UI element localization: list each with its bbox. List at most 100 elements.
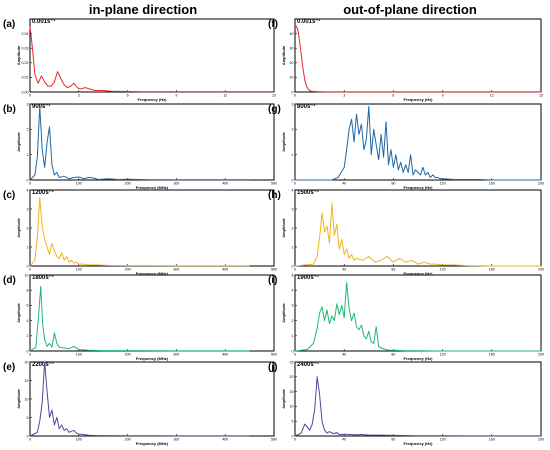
y-tick-label: 0 xyxy=(292,178,294,182)
panel-label: (a) xyxy=(3,19,15,30)
x-axis-label: Frequency (Hz) xyxy=(404,97,434,102)
x-tick-label: 300 xyxy=(173,438,179,442)
series-line xyxy=(294,202,541,267)
x-tick-label: 0 xyxy=(29,353,31,357)
x-tick-label: 6 xyxy=(392,94,394,98)
series-line xyxy=(29,26,274,93)
y-tick-label: 10 xyxy=(25,397,29,401)
x-axis-label: Frequency (Hz) xyxy=(404,185,434,190)
plot-frame xyxy=(294,18,542,93)
x-tick-label: 500 xyxy=(271,353,277,357)
panel-label: (j) xyxy=(268,362,277,373)
series-line xyxy=(294,25,541,93)
x-tick-label: 80 xyxy=(391,353,395,357)
y-tick-label: 10 xyxy=(290,76,294,80)
x-tick-label: 0 xyxy=(294,438,296,442)
y-tick-label: 3 xyxy=(292,102,294,106)
x-tick-label: 200 xyxy=(125,268,131,272)
y-axis-label: Amplitude xyxy=(16,131,21,151)
series-line xyxy=(29,197,250,267)
panel-label: (b) xyxy=(3,104,16,115)
x-tick-label: 500 xyxy=(271,182,277,186)
y-tick-label: 5 xyxy=(292,273,294,277)
y-tick-label: 0.04 xyxy=(22,32,29,36)
y-tick-label: 10 xyxy=(290,405,294,409)
x-tick-label: 100 xyxy=(76,438,82,442)
y-tick-label: 3 xyxy=(292,304,294,308)
y-tick-label: 0 xyxy=(292,264,294,268)
y-axis-label: Amplitude xyxy=(16,45,21,65)
x-tick-label: 160 xyxy=(489,438,495,442)
x-tick-label: 200 xyxy=(125,353,131,357)
x-tick-label: 400 xyxy=(222,182,228,186)
x-axis-label: Frequency (MHz) xyxy=(136,441,169,446)
panel-d: (d) 1800s⁻¹ 0 100 200 300 400 500 0 2 4 6 8 10 Frequen… xyxy=(3,273,277,361)
y-tick-label: 20 xyxy=(290,61,294,65)
x-tick-label: 40 xyxy=(342,438,346,442)
plot-frame xyxy=(294,274,542,352)
panel-label: (f) xyxy=(268,19,278,30)
plot-frame xyxy=(294,189,542,267)
x-tick-label: 300 xyxy=(173,182,179,186)
panel-i: (i) 1900s⁻¹ 0 40 80 120 160 200 0 1 2 3 4 5 Frequency … xyxy=(268,273,544,361)
x-tick-label: 500 xyxy=(271,268,277,272)
x-tick-label: 300 xyxy=(173,353,179,357)
y-tick-label: 0 xyxy=(292,349,294,353)
x-axis-label: Frequency (MHz) xyxy=(136,185,169,190)
y-tick-label: 25 xyxy=(290,360,294,364)
x-axis-label: Frequency (Hz) xyxy=(404,356,434,361)
plot-frame xyxy=(294,103,542,181)
panels-container: (a) 0.001s⁻¹0 3 6 9 12 150.000.010.020.030.04F… xyxy=(3,18,544,446)
series-line xyxy=(295,106,541,181)
y-tick-label: 0.00 xyxy=(22,90,29,94)
x-tick-label: 0 xyxy=(29,182,31,186)
x-tick-label: 0 xyxy=(29,268,31,272)
y-axis-label: Amplitude xyxy=(16,302,21,322)
x-tick-label: 40 xyxy=(342,182,346,186)
x-tick-label: 0 xyxy=(294,182,296,186)
plot-frame xyxy=(29,361,275,437)
series-line xyxy=(29,285,250,352)
x-tick-label: 120 xyxy=(440,438,446,442)
x-tick-label: 200 xyxy=(538,182,544,186)
x-tick-label: 9 xyxy=(175,94,177,98)
panel-label: (g) xyxy=(268,104,281,115)
y-tick-label: 1 xyxy=(27,153,29,157)
x-tick-label: 12 xyxy=(223,94,227,98)
strain-rate-label: 1500s⁻¹ xyxy=(297,189,319,196)
y-tick-label: 0 xyxy=(292,434,294,438)
y-axis-label: Amplitude xyxy=(281,302,286,322)
y-axis-label: Amplitude xyxy=(16,217,21,237)
x-tick-label: 500 xyxy=(271,438,277,442)
x-tick-label: 160 xyxy=(489,268,495,272)
y-tick-label: 4 xyxy=(27,188,29,192)
strain-rate-label: 900s⁻¹ xyxy=(32,103,51,110)
y-tick-label: 0.03 xyxy=(22,47,29,51)
x-tick-label: 200 xyxy=(538,268,544,272)
x-tick-label: 200 xyxy=(125,182,131,186)
series-line xyxy=(294,376,541,437)
y-tick-label: 0 xyxy=(27,178,29,182)
strain-rate-label: 0.001s⁻¹ xyxy=(297,18,321,25)
y-tick-label: 3 xyxy=(27,207,29,211)
y-axis-label: Amplitude xyxy=(16,388,21,408)
y-axis-label: Amplitude xyxy=(281,388,286,408)
x-tick-label: 80 xyxy=(391,182,395,186)
panel-c: (c) 1200s⁻¹ 0 100 200 300 400 500 0 1 2 3 4 Frequency… xyxy=(3,188,277,276)
y-axis-label: Amplitude xyxy=(281,217,286,237)
y-tick-label: 0 xyxy=(292,90,294,94)
x-tick-label: 160 xyxy=(489,353,495,357)
panel-label: (h) xyxy=(268,190,281,201)
x-tick-label: 200 xyxy=(125,438,131,442)
y-tick-label: 10 xyxy=(25,273,29,277)
x-tick-label: 3 xyxy=(343,94,345,98)
strain-rate-label: 1800s⁻¹ xyxy=(32,274,54,281)
y-tick-label: 5 xyxy=(27,416,29,420)
panel-h: (h) 1500s⁻¹ 0 40 80 120 160 200 0 1 2 3 4 Frequency (… xyxy=(268,188,544,276)
panel-label: (d) xyxy=(3,275,16,286)
header-in-plane: in-plane direction xyxy=(89,2,197,17)
plot-frame xyxy=(29,103,275,181)
series-line xyxy=(29,361,250,437)
x-tick-label: 100 xyxy=(76,182,82,186)
y-tick-label: 3 xyxy=(27,102,29,106)
